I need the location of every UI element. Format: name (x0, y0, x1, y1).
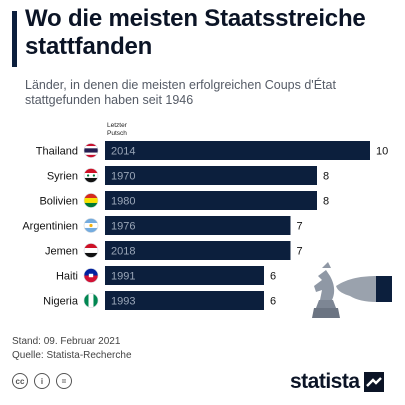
chart-subtitle: Länder, in denen die meisten erfolgreich… (25, 78, 336, 107)
category-label: Bolivien (39, 196, 78, 208)
statista-logo-text: statista (290, 370, 360, 393)
statista-logo[interactable]: statista (290, 370, 384, 394)
license-icons: cc i = (12, 373, 72, 389)
bar (105, 166, 317, 185)
last-coup-year-label: 2018 (111, 246, 135, 258)
footer-date: Stand: 09. Februar 2021 (12, 336, 121, 347)
category-label: Jemen (45, 246, 78, 258)
value-label: 10 (376, 146, 388, 158)
value-label: 6 (270, 296, 276, 308)
nigeria-flag-icon (83, 293, 99, 308)
last-coup-year-label: 1991 (111, 271, 135, 283)
category-label: Haiti (56, 271, 78, 283)
value-label: 7 (297, 246, 303, 258)
value-label: 6 (270, 271, 276, 283)
bar (105, 216, 291, 235)
category-label: Thailand (36, 146, 78, 158)
value-label: 7 (297, 221, 303, 233)
bar (105, 291, 264, 310)
value-label: 8 (323, 196, 329, 208)
category-label: Nigeria (43, 296, 79, 308)
bolivia-flag-icon (83, 193, 99, 208)
bars-layer: Thailand 2014 10 Syrien 1970 8 Bolivien 1980 8 Ar… (22, 141, 388, 310)
argentina-flag-icon (83, 218, 99, 233)
category-label: Syrien (47, 171, 78, 183)
title-accent-bar (12, 11, 17, 67)
yemen-flag-icon (83, 243, 99, 258)
chess-knight-hand-icon (312, 262, 392, 318)
last-coup-year-label: 2014 (111, 146, 135, 158)
haiti-flag-icon (83, 268, 99, 283)
statista-logo-mark-icon (363, 372, 384, 392)
last-coup-year-label: 1980 (111, 196, 135, 208)
footer-source: Quelle: Statista-Recherche (12, 350, 132, 361)
last-coup-year-label: 1976 (111, 221, 135, 233)
last-coup-year-label: 1970 (111, 171, 135, 183)
category-label: Argentinien (22, 221, 78, 233)
thailand-flag-icon (83, 143, 99, 158)
bar (105, 191, 317, 210)
syria-flag-icon (83, 168, 99, 183)
bar (105, 241, 291, 260)
value-label: 8 (323, 171, 329, 183)
nd-icon[interactable]: = (56, 373, 72, 389)
last-coup-column-header: Letzter Putsch (107, 122, 127, 137)
bar (105, 266, 264, 285)
last-coup-year-label: 1993 (111, 296, 135, 308)
cc-icon[interactable]: cc (12, 373, 28, 389)
bar (105, 141, 370, 160)
chart-title: Wo die meisten Staatsstreiche stattfande… (25, 5, 366, 60)
by-icon[interactable]: i (34, 373, 50, 389)
